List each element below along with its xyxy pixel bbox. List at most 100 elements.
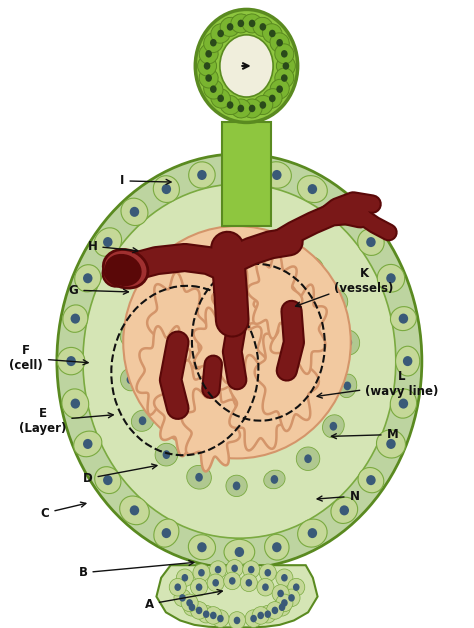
Ellipse shape	[264, 610, 271, 618]
Ellipse shape	[174, 583, 181, 591]
Text: L
(wavy line): L (wavy line)	[317, 371, 438, 398]
Ellipse shape	[322, 414, 344, 438]
Ellipse shape	[250, 615, 257, 622]
Ellipse shape	[235, 547, 244, 557]
Ellipse shape	[271, 475, 278, 484]
Ellipse shape	[262, 583, 269, 591]
Ellipse shape	[277, 590, 284, 597]
Ellipse shape	[269, 95, 275, 102]
Ellipse shape	[325, 290, 348, 313]
Ellipse shape	[106, 254, 141, 286]
Ellipse shape	[226, 560, 243, 577]
Ellipse shape	[193, 233, 215, 252]
Ellipse shape	[199, 68, 218, 88]
Ellipse shape	[403, 356, 412, 366]
Ellipse shape	[220, 95, 240, 114]
Ellipse shape	[231, 99, 251, 118]
Ellipse shape	[296, 447, 320, 470]
Ellipse shape	[183, 598, 201, 616]
Ellipse shape	[252, 607, 269, 624]
Ellipse shape	[205, 74, 212, 82]
Ellipse shape	[339, 506, 349, 516]
Ellipse shape	[386, 273, 396, 283]
Text: G: G	[69, 284, 128, 296]
Ellipse shape	[155, 443, 178, 466]
Ellipse shape	[83, 273, 92, 283]
Ellipse shape	[63, 305, 88, 332]
Ellipse shape	[189, 604, 195, 611]
Ellipse shape	[253, 95, 273, 114]
Text: N: N	[317, 490, 360, 502]
Ellipse shape	[83, 439, 92, 449]
Ellipse shape	[366, 475, 376, 485]
Ellipse shape	[71, 399, 80, 409]
Text: B: B	[79, 560, 194, 579]
Ellipse shape	[237, 19, 244, 27]
Text: D: D	[83, 464, 157, 485]
Ellipse shape	[272, 542, 282, 552]
Ellipse shape	[128, 332, 135, 341]
Ellipse shape	[207, 574, 224, 592]
Ellipse shape	[174, 589, 191, 607]
Ellipse shape	[366, 237, 376, 247]
Polygon shape	[222, 122, 271, 226]
Ellipse shape	[276, 594, 293, 612]
Ellipse shape	[275, 68, 294, 88]
Ellipse shape	[249, 105, 255, 112]
Polygon shape	[137, 326, 191, 415]
Polygon shape	[193, 305, 243, 386]
Text: H: H	[88, 240, 138, 252]
Ellipse shape	[196, 607, 202, 614]
Ellipse shape	[198, 56, 217, 76]
Ellipse shape	[264, 534, 289, 560]
Text: M: M	[331, 428, 398, 441]
Ellipse shape	[272, 170, 282, 180]
Ellipse shape	[224, 539, 255, 565]
Ellipse shape	[272, 607, 278, 614]
Ellipse shape	[95, 467, 121, 494]
Polygon shape	[247, 252, 302, 338]
Ellipse shape	[130, 506, 139, 516]
Ellipse shape	[231, 565, 238, 572]
Ellipse shape	[57, 347, 85, 375]
Ellipse shape	[257, 612, 264, 619]
Ellipse shape	[57, 154, 422, 568]
Polygon shape	[156, 565, 318, 627]
Ellipse shape	[339, 207, 349, 217]
Ellipse shape	[169, 578, 186, 596]
Ellipse shape	[242, 14, 262, 33]
Ellipse shape	[240, 574, 257, 592]
Ellipse shape	[103, 237, 112, 247]
Ellipse shape	[227, 101, 233, 109]
Ellipse shape	[330, 198, 358, 225]
Ellipse shape	[191, 602, 208, 619]
Ellipse shape	[197, 170, 207, 180]
Ellipse shape	[276, 85, 283, 93]
Ellipse shape	[119, 496, 149, 525]
Ellipse shape	[399, 399, 408, 409]
Ellipse shape	[205, 50, 212, 58]
Ellipse shape	[331, 497, 358, 524]
Ellipse shape	[344, 381, 351, 390]
Ellipse shape	[198, 569, 205, 577]
Ellipse shape	[179, 594, 186, 602]
Ellipse shape	[120, 369, 140, 391]
Ellipse shape	[204, 33, 223, 53]
Ellipse shape	[176, 569, 193, 587]
Ellipse shape	[163, 450, 170, 459]
Ellipse shape	[231, 14, 251, 33]
Ellipse shape	[127, 376, 134, 384]
Ellipse shape	[281, 50, 288, 58]
Ellipse shape	[269, 30, 275, 37]
Ellipse shape	[293, 583, 300, 591]
Ellipse shape	[121, 198, 148, 225]
Ellipse shape	[181, 594, 198, 612]
Ellipse shape	[131, 410, 154, 431]
Ellipse shape	[268, 234, 291, 256]
Ellipse shape	[94, 228, 122, 256]
Polygon shape	[147, 273, 209, 381]
Text: F
(cell): F (cell)	[9, 344, 88, 372]
Ellipse shape	[281, 599, 288, 607]
Ellipse shape	[377, 264, 405, 292]
Ellipse shape	[73, 431, 102, 457]
